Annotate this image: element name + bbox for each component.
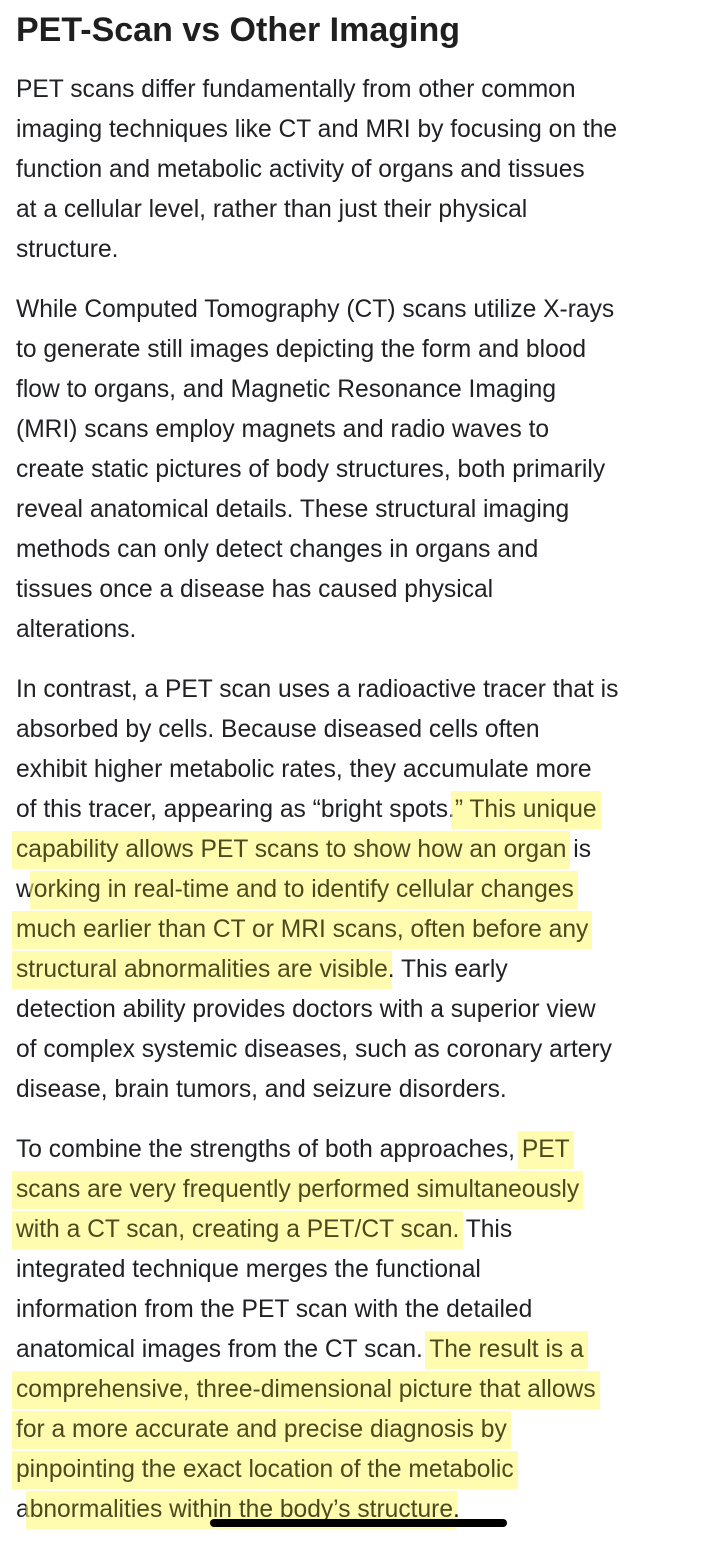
text-line: to generate still images depicting the f… (16, 330, 695, 370)
text-segment: absorbed by cells. Because diseased cell… (16, 716, 540, 743)
text-line: reveal anatomical details. These structu… (16, 490, 695, 530)
highlighted-text: with a CT scan, creating a PET/CT scan. (16, 1211, 460, 1249)
text-segment: reveal anatomical details. These structu… (16, 496, 570, 523)
text-line: exhibit higher metabolic rates, they acc… (16, 750, 695, 790)
text-segment: function and metabolic activity of organ… (16, 156, 585, 183)
text-segment: flow to organs, and Magnetic Resonance I… (16, 376, 557, 403)
text-segment: create static pictures of body structure… (16, 456, 606, 483)
text-line: comprehensive, three-dimensional picture… (16, 1370, 695, 1410)
text-segment: information from the PET scan with the d… (16, 1296, 533, 1323)
highlighted-text: orking in real-time and to identify cell… (33, 871, 574, 909)
text-line: function and metabolic activity of organ… (16, 150, 695, 190)
text-line: with a CT scan, creating a PET/CT scan. … (16, 1210, 695, 1250)
text-segment: at a cellular level, rather than just th… (16, 196, 528, 223)
text-segment: This (459, 1216, 513, 1243)
home-indicator[interactable] (210, 1519, 507, 1527)
highlighted-text: scans are very frequently performed simu… (16, 1171, 580, 1209)
text-line: capability allows PET scans to show how … (16, 830, 695, 870)
text-segment: is (566, 836, 592, 863)
text-segment: anatomical images from the CT scan. (16, 1336, 430, 1363)
text-segment: methods can only detect changes in organ… (16, 536, 539, 563)
text-line: disease, brain tumors, and seizure disor… (16, 1070, 695, 1110)
text-line: structure. (16, 230, 695, 270)
text-line: imaging techniques like CT and MRI by fo… (16, 110, 695, 150)
highlighted-text: ” This unique (454, 791, 597, 829)
text-segment: exhibit higher metabolic rates, they acc… (16, 756, 592, 783)
highlighted-text: structural abnormalities are visible (16, 951, 388, 989)
page-title: PET-Scan vs Other Imaging (16, 11, 461, 49)
text-line: at a cellular level, rather than just th… (16, 190, 695, 230)
text-line: To combine the strengths of both approac… (16, 1130, 695, 1170)
text-line: of complex systemic diseases, such as co… (16, 1030, 695, 1070)
article-body: PET scans differ fundamentally from othe… (16, 70, 695, 1530)
text-segment: . This early (387, 956, 508, 983)
text-line: much earlier than CT or MRI scans, often… (16, 910, 695, 950)
text-segment: . (453, 1496, 460, 1523)
text-line: anatomical images from the CT scan. The … (16, 1330, 695, 1370)
paragraph: In contrast, a PET scan uses a radioacti… (16, 670, 695, 1110)
text-segment: (MRI) scans employ magnets and radio wav… (16, 416, 550, 443)
text-segment: In contrast, a PET scan uses a radioacti… (16, 676, 619, 703)
text-line: information from the PET scan with the d… (16, 1290, 695, 1330)
text-line: for a more accurate and precise diagnosi… (16, 1410, 695, 1450)
text-line: create static pictures of body structure… (16, 450, 695, 490)
text-segment: structure. (16, 236, 119, 263)
text-segment: a (16, 1496, 30, 1523)
text-line: working in real-time and to identify cel… (16, 870, 695, 910)
text-segment: of complex systemic diseases, such as co… (16, 1036, 612, 1063)
highlighted-text: PET (521, 1131, 570, 1169)
text-segment: alterations. (16, 616, 137, 643)
text-segment: While Computed Tomography (CT) scans uti… (16, 296, 615, 323)
text-segment: of this tracer, appearing as “bright spo… (16, 796, 455, 823)
text-segment: PET scans differ fundamentally from othe… (16, 76, 576, 103)
text-line: detection ability provides doctors with … (16, 990, 695, 1030)
paragraph: PET scans differ fundamentally from othe… (16, 70, 695, 270)
highlighted-text: comprehensive, three-dimensional picture… (16, 1371, 596, 1409)
highlighted-text: capability allows PET scans to show how … (16, 831, 567, 869)
highlighted-text: for a more accurate and precise diagnosi… (16, 1411, 507, 1449)
highlighted-text: much earlier than CT or MRI scans, often… (16, 911, 589, 949)
text-segment: w (16, 876, 34, 903)
text-line: pinpointing the exact location of the me… (16, 1450, 695, 1490)
paragraph: To combine the strengths of both approac… (16, 1130, 695, 1530)
text-segment: detection ability provides doctors with … (16, 996, 596, 1023)
text-segment: imaging techniques like CT and MRI by fo… (16, 116, 618, 143)
text-line: integrated technique merges the function… (16, 1250, 695, 1290)
text-line: In contrast, a PET scan uses a radioacti… (16, 670, 695, 710)
text-segment: disease, brain tumors, and seizure disor… (16, 1076, 507, 1103)
text-line: scans are very frequently performed simu… (16, 1170, 695, 1210)
text-line: flow to organs, and Magnetic Resonance I… (16, 370, 695, 410)
text-line: tissues once a disease has caused physic… (16, 570, 695, 610)
highlighted-text: pinpointing the exact location of the me… (16, 1451, 514, 1489)
text-line: While Computed Tomography (CT) scans uti… (16, 290, 695, 330)
text-line: alterations. (16, 610, 695, 650)
paragraph: While Computed Tomography (CT) scans uti… (16, 290, 695, 650)
highlighted-text: The result is a (429, 1331, 584, 1369)
text-line: absorbed by cells. Because diseased cell… (16, 710, 695, 750)
text-segment: tissues once a disease has caused physic… (16, 576, 494, 603)
text-line: structural abnormalities are visible. Th… (16, 950, 695, 990)
text-segment: To combine the strengths of both approac… (16, 1136, 522, 1163)
text-segment: to generate still images depicting the f… (16, 336, 587, 363)
text-line: (MRI) scans employ magnets and radio wav… (16, 410, 695, 450)
text-line: methods can only detect changes in organ… (16, 530, 695, 570)
text-line: PET scans differ fundamentally from othe… (16, 70, 695, 110)
text-segment: integrated technique merges the function… (16, 1256, 481, 1283)
text-line: of this tracer, appearing as “bright spo… (16, 790, 695, 830)
